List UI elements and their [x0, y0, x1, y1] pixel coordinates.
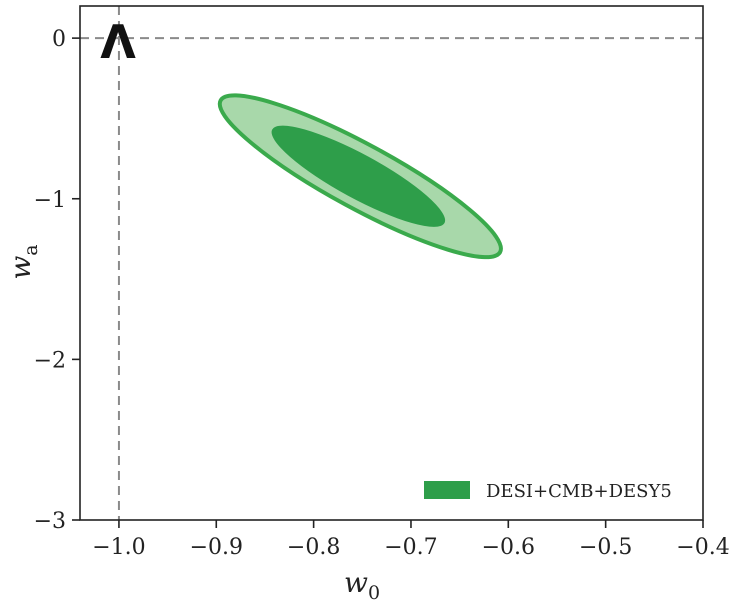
y-tick-label: −2 [34, 348, 66, 373]
svg-text:wa: wa [4, 244, 42, 279]
y-axis-label-sub: a [20, 244, 42, 255]
contour-68 [271, 125, 446, 227]
y-axis-title: wa [4, 244, 42, 279]
lambda-label: Λ [100, 15, 136, 69]
x-tick-label: −0.9 [190, 535, 243, 560]
legend-label: DESI+CMB+DESY5 [486, 481, 672, 502]
plot-area [80, 6, 703, 520]
y-tick-label: 0 [52, 27, 66, 52]
svg-text:w0: w0 [344, 566, 380, 604]
axes: −1.0 −0.9 −0.8 −0.7 −0.6 −0.5 −0.4 0 −1 −2 −3 [34, 5, 730, 560]
y-tick-label: −1 [34, 188, 66, 213]
plot-frame [79, 5, 704, 521]
x-axis-label: w [344, 566, 368, 599]
x-tick-label: −1.0 [92, 535, 145, 560]
x-axis-label-sub: 0 [368, 582, 380, 604]
x-tick-label: −0.7 [384, 535, 437, 560]
x-tick-label: −0.5 [579, 535, 632, 560]
legend: DESI+CMB+DESY5 [424, 481, 672, 502]
x-tick-label: −0.4 [676, 535, 729, 560]
x-tick-label: −0.8 [287, 535, 340, 560]
lambda-annotation: Λ [100, 15, 136, 69]
x-axis-title: w0 [344, 566, 380, 604]
legend-swatch [424, 481, 470, 499]
y-tick-label: −3 [34, 509, 66, 534]
x-tick-label: −0.6 [482, 535, 535, 560]
y-axis-label: w [4, 256, 37, 280]
